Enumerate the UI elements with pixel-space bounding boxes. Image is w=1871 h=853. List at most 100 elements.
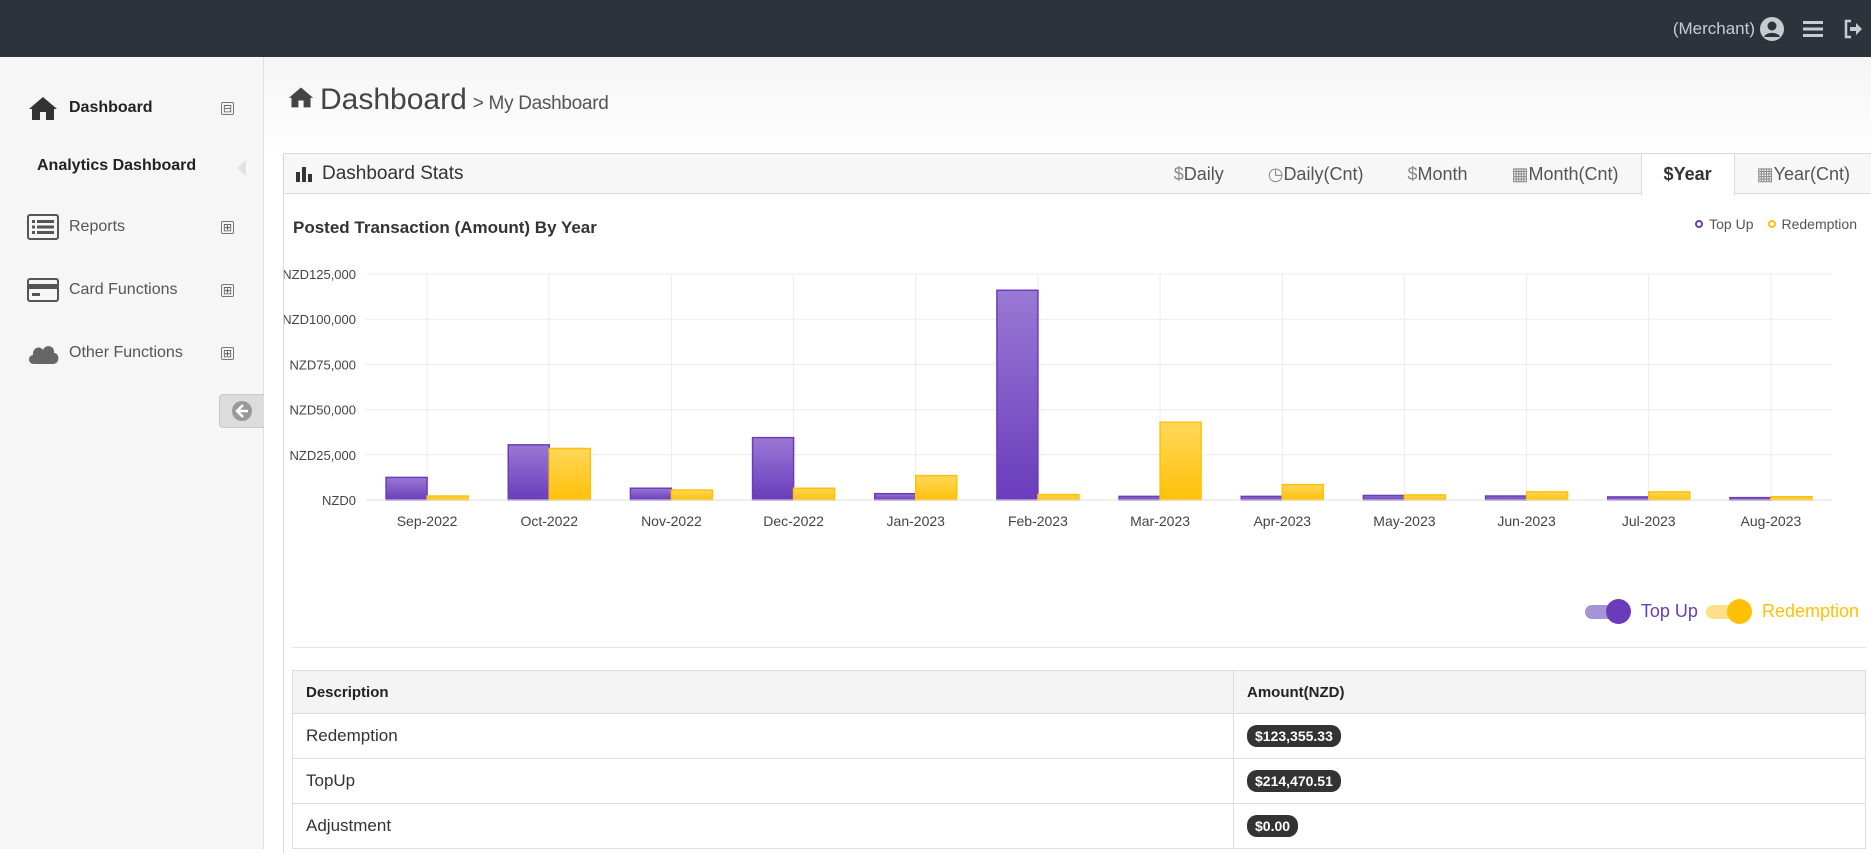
user-icon[interactable] — [1759, 16, 1785, 42]
cloud-icon — [26, 336, 60, 370]
page-title: Dashboard > My Dashboard — [288, 83, 609, 117]
top-navbar: (Merchant) — [0, 0, 1871, 57]
bar-chart-icon — [296, 167, 312, 182]
sidebar-item-label: Reports — [69, 218, 126, 235]
bar-redemption — [1648, 491, 1691, 501]
divider — [292, 647, 1866, 648]
tab-glyph-icon: $ — [1663, 164, 1674, 184]
tab-year[interactable]: $ Year — [1640, 154, 1735, 195]
tab-glyph-icon: ▦ — [1511, 163, 1529, 184]
page-title-text: Dashboard — [320, 83, 467, 116]
table-row: TopUp $214,470.51 — [292, 758, 1866, 804]
logout-icon[interactable] — [1843, 19, 1863, 39]
expand-toggle-icon[interactable]: ⊞ — [221, 346, 234, 360]
bar-redemption — [1159, 421, 1202, 501]
amount-badge: $123,355.33 — [1247, 725, 1341, 747]
sidebar-item-dashboard[interactable]: Dashboard ⊟ — [0, 83, 264, 133]
stats-tabs: $ Daily ◷ Daily(Cnt) $ Month ▦ Month(Cnt) $ Year ▦… — [1152, 154, 1871, 195]
topbar-right: (Merchant) — [1673, 0, 1871, 57]
legend-label: Top Up — [1709, 216, 1754, 232]
switch-icon — [1705, 599, 1752, 624]
tab-label: Month — [1417, 163, 1468, 184]
toggle-label: Redemption — [1761, 600, 1859, 621]
x-tick-label: Mar-2023 — [1130, 513, 1190, 529]
expand-toggle-icon[interactable]: ⊞ — [221, 283, 234, 297]
sidebar-subitem-analytics-dashboard[interactable]: Analytics Dashboard — [37, 157, 197, 174]
toggle-top-up[interactable]: Top Up — [1584, 599, 1698, 624]
bar-top-up — [629, 487, 673, 501]
tab-glyph-icon: $ — [1173, 163, 1184, 184]
page-header — [264, 57, 1871, 153]
x-tick-label: Nov-2022 — [641, 513, 702, 529]
bar-top-up — [996, 289, 1039, 501]
sidebar-item-card-functions[interactable]: Card Functions ⊞ — [0, 265, 264, 315]
list-icon — [26, 210, 60, 244]
y-tick-label: NZD125,000 — [284, 267, 356, 282]
chart-title: Posted Transaction (Amount) By Year — [293, 218, 597, 237]
panel-title: Dashboard Stats — [296, 154, 464, 194]
x-tick-label: Aug-2023 — [1741, 513, 1802, 529]
bar-redemption — [670, 489, 714, 501]
sidebar-item-label: Dashboard — [69, 99, 153, 116]
row-amount-cell: $0.00 — [1233, 803, 1866, 849]
x-tick-label: Oct-2022 — [520, 513, 578, 529]
bar-redemption — [548, 447, 591, 501]
x-tick-label: Jul-2023 — [1622, 513, 1676, 529]
amount-badge: $0.00 — [1247, 815, 1299, 837]
legend-item-redemption[interactable]: Redemption — [1767, 216, 1857, 232]
tab-label: Daily — [1183, 163, 1224, 184]
sidebar-item-label: Card Functions — [69, 281, 178, 298]
sidebar-collapse-button[interactable] — [219, 394, 264, 428]
menu-icon[interactable] — [1803, 20, 1823, 38]
table-row: Adjustment $0.00 — [292, 803, 1866, 849]
y-tick-label: NZD75,000 — [290, 357, 356, 372]
breadcrumb[interactable]: > My Dashboard — [472, 93, 609, 114]
sidebar-item-other-functions[interactable]: Other Functions ⊞ — [0, 328, 264, 378]
bar-top-up — [1484, 495, 1528, 501]
collapse-toggle-icon[interactable]: ⊟ — [221, 101, 234, 115]
home-icon — [26, 91, 60, 125]
bar-redemption — [915, 474, 958, 501]
y-tick-label: NZD25,000 — [290, 448, 356, 463]
x-tick-label: May-2023 — [1373, 513, 1435, 529]
legend-item-top-up[interactable]: Top Up — [1695, 216, 1754, 232]
tab-month[interactable]: $ Month — [1385, 154, 1489, 194]
tab-year-cnt[interactable]: ▦ Year(Cnt) — [1735, 154, 1871, 194]
legend-dot-icon — [1695, 220, 1704, 228]
sidebar-item-reports[interactable]: Reports ⊞ — [0, 202, 264, 252]
x-tick-label: Dec-2022 — [763, 513, 824, 529]
x-tick-label: Sep-2022 — [397, 513, 458, 529]
y-tick-label: NZD50,000 — [290, 403, 356, 418]
row-amount-cell: $214,470.51 — [1233, 758, 1866, 804]
tab-daily-cnt[interactable]: ◷ Daily(Cnt) — [1246, 154, 1386, 194]
bar-redemption — [1281, 483, 1324, 501]
y-tick-label: NZD100,000 — [284, 312, 356, 327]
x-tick-label: Apr-2023 — [1253, 513, 1311, 529]
panel-header: Dashboard Stats $ Daily ◷ Daily(Cnt) $ Month ▦… — [284, 154, 1871, 195]
tab-month-cnt[interactable]: ▦ Month(Cnt) — [1490, 154, 1641, 194]
legend-dot-icon — [1767, 220, 1776, 228]
panel-title-text: Dashboard Stats — [322, 163, 464, 184]
credit-card-icon — [26, 273, 60, 307]
column-header: Amount(NZD) — [1233, 670, 1866, 714]
tab-glyph-icon: ◷ — [1267, 163, 1284, 184]
table-row: Redemption $123,355.33 — [292, 713, 1866, 759]
home-icon — [288, 87, 314, 108]
bar-top-up — [385, 476, 428, 501]
active-arrow-icon — [237, 160, 246, 176]
tab-glyph-icon: ▦ — [1756, 163, 1774, 184]
sidebar-item-label: Other Functions — [69, 344, 183, 361]
bar-top-up — [1362, 494, 1406, 501]
series-toggles: Top Up Redemption — [1577, 599, 1859, 624]
row-amount-cell: $123,355.33 — [1233, 713, 1866, 759]
bar-redemption — [426, 495, 469, 501]
toggle-redemption[interactable]: Redemption — [1705, 599, 1859, 624]
tab-label: Year — [1673, 164, 1712, 184]
tab-label: Daily(Cnt) — [1283, 163, 1364, 184]
expand-toggle-icon[interactable]: ⊞ — [221, 220, 234, 234]
tab-daily[interactable]: $ Daily — [1152, 154, 1246, 194]
arrow-left-circle-icon — [232, 401, 252, 421]
bar-top-up — [874, 492, 917, 501]
row-description: Adjustment — [292, 803, 1234, 849]
role-label: (Merchant) — [1672, 18, 1755, 38]
